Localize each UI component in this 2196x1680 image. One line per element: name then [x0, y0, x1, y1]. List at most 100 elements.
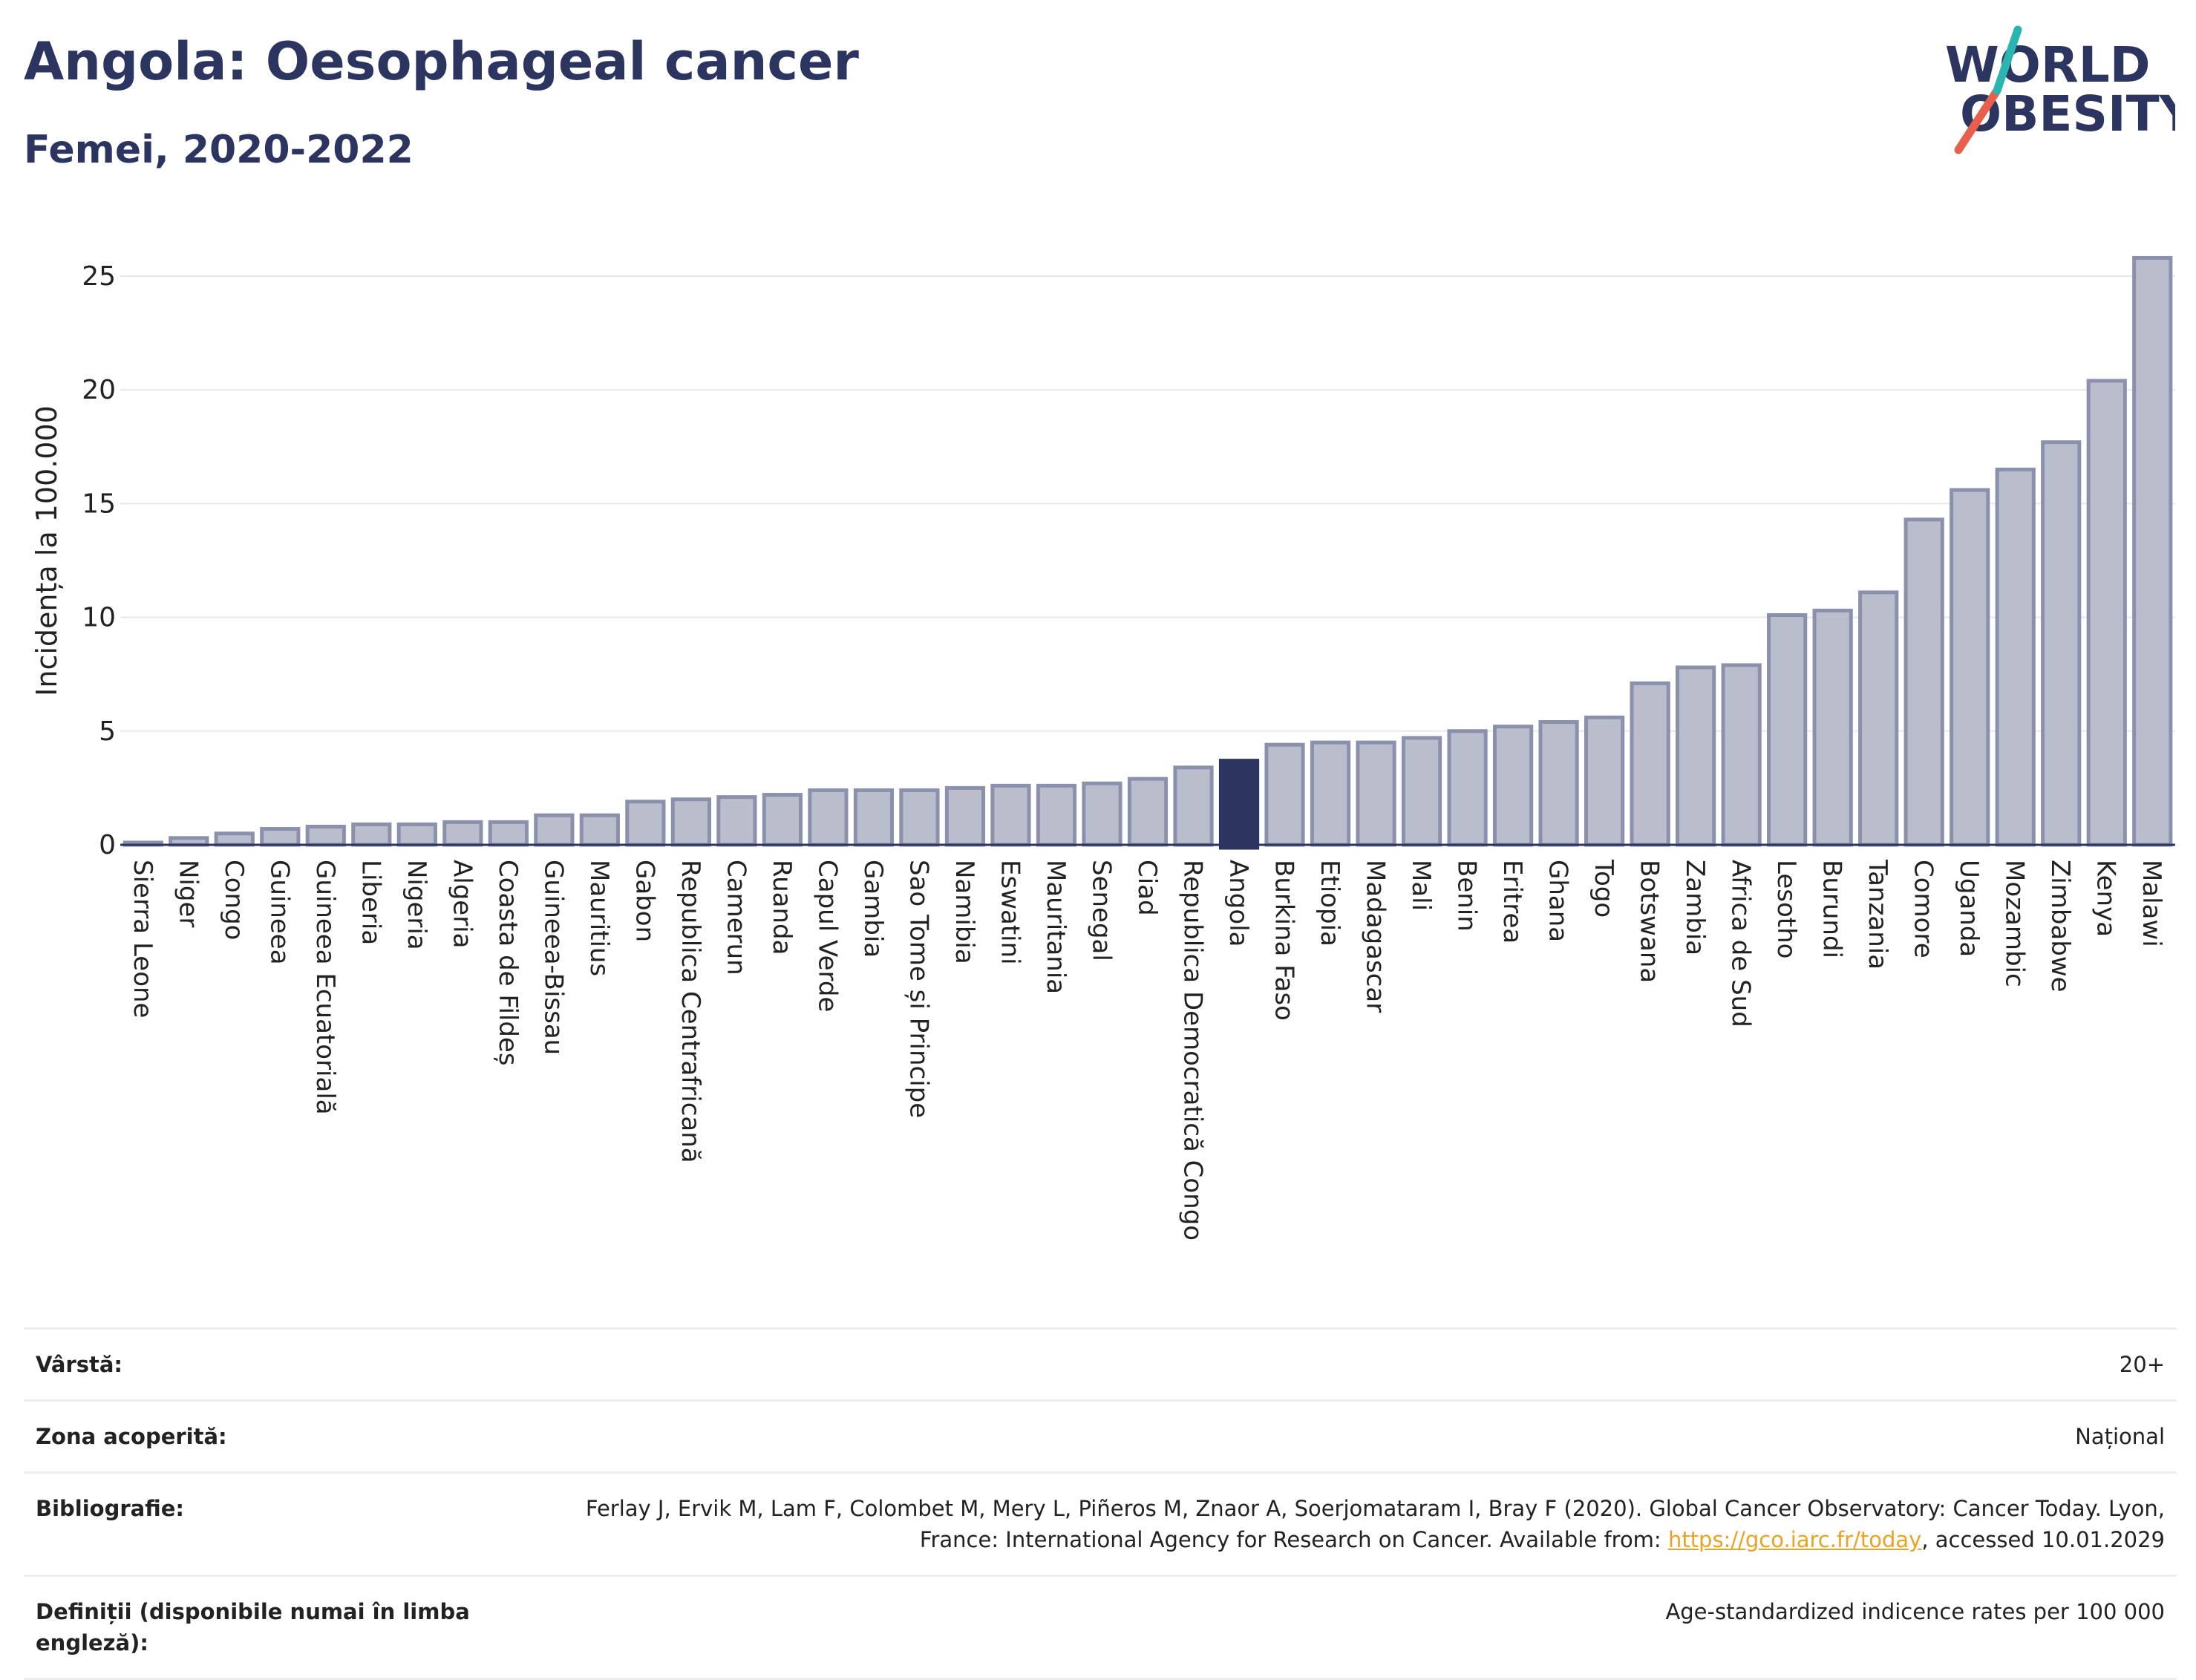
x-tick-label: Republica Centrafricană — [676, 860, 705, 1163]
x-tick-label: Madagascar — [1361, 860, 1391, 1013]
bar-guineea — [260, 827, 301, 847]
bar-camerun — [716, 795, 757, 847]
bar-zimbabwe — [2041, 440, 2082, 847]
bar-madagascar — [1356, 740, 1396, 847]
bar-eswatini — [990, 783, 1031, 847]
y-tick-label: 20 — [82, 375, 116, 405]
bar-mozambic — [1995, 467, 2036, 847]
bar-republica-centrafrican- — [670, 797, 711, 847]
x-tick-label: Mauritania — [1041, 860, 1071, 994]
meta-key: Definiții (disponibile numai în limba en… — [24, 1575, 508, 1680]
x-tick-label: Burkina Faso — [1269, 860, 1299, 1021]
bar-comore — [1903, 517, 1944, 847]
bar-lesotho — [1767, 613, 1808, 847]
meta-value: Ferlay J, Ervik M, Lam F, Colombet M, Me… — [508, 1471, 2177, 1576]
x-tick-label: Zambia — [1680, 860, 1710, 955]
bar-capul-verde — [808, 788, 849, 847]
x-tick-label: Ruanda — [767, 860, 797, 955]
bibliography-text: Ferlay J, Ervik M, Lam F, Colombet M, Me… — [585, 1496, 2165, 1552]
bar-republica-democratic-congo — [1173, 765, 1214, 847]
meta-key: Bibliografie: — [24, 1471, 508, 1576]
bar-ghana — [1538, 720, 1579, 847]
x-tick-label: Niger — [173, 860, 203, 927]
x-tick-label: Burundi — [1817, 860, 1847, 958]
meta-row-age: Vârstă: 20+ — [24, 1327, 2177, 1401]
bar-kenya — [2086, 379, 2127, 847]
x-tick-label: Guineea — [264, 860, 294, 965]
bar-namibia — [944, 785, 986, 847]
x-tick-label: Namibia — [950, 860, 979, 964]
logo-slash-red — [1954, 86, 2001, 154]
x-tick-label: Etiopia — [1315, 860, 1344, 947]
meta-row-definitions: Definiții (disponibile numai în limba en… — [24, 1575, 2177, 1680]
y-tick-label: 0 — [99, 830, 116, 860]
x-tick-label: Algeria — [447, 860, 477, 948]
x-tick-label: Botswana — [1635, 860, 1664, 983]
x-tick-label: Zimbabwe — [2045, 860, 2075, 993]
bar-mali — [1401, 736, 1442, 847]
x-tick-label: Guineea-Bissau — [538, 860, 568, 1055]
x-tick-label: Capul Verde — [812, 860, 842, 1012]
x-tick-label: Mauritius — [584, 860, 614, 976]
x-tick-label: Congo — [219, 860, 249, 940]
x-tick-label: Camerun — [721, 860, 751, 975]
bar-congo — [214, 831, 255, 847]
x-tick-label: Lesotho — [1771, 860, 1801, 958]
bar-ciad — [1127, 777, 1169, 847]
bar-sao-tome-i-principe — [899, 788, 940, 847]
bar-etiopia — [1310, 740, 1351, 847]
bar-mauritius — [579, 813, 620, 847]
bibliography-accessed: , accessed 10.01.2029 — [1921, 1527, 2165, 1552]
x-tick-label: Gabon — [630, 860, 659, 942]
x-tick-label: Angola — [1223, 860, 1253, 947]
meta-key: Zona acoperită: — [24, 1399, 508, 1473]
x-tick-label: Uganda — [1954, 860, 1984, 957]
logo-slash-teal — [1993, 25, 2022, 95]
x-tick-label: Liberia — [356, 860, 385, 945]
y-tick-label: 5 — [99, 716, 116, 747]
x-tick-label: Mali — [1406, 860, 1436, 911]
x-tick-label: Senegal — [1086, 860, 1116, 961]
bar-angola — [1218, 759, 1260, 850]
logo-line1: WORLD — [1945, 36, 2151, 94]
bar-gabon — [625, 800, 666, 847]
chart-subtitle: Femei, 2020-2022 — [24, 128, 414, 172]
x-tick-label: Benin — [1452, 860, 1482, 932]
y-tick-label: 10 — [82, 603, 116, 633]
x-tick-label: Malawi — [2137, 860, 2166, 947]
bar-burundi — [1812, 608, 1853, 847]
x-tick-label: Ciad — [1132, 860, 1162, 916]
x-tick-label: Guineea Ecuatorială — [310, 860, 340, 1115]
bar-burkina-faso — [1264, 742, 1305, 847]
metadata-table: Vârstă: 20+ Zona acoperită: Național Bib… — [24, 1327, 2177, 1680]
x-tick-label: Eritrea — [1497, 860, 1527, 944]
bars — [120, 255, 2175, 850]
source-link[interactable]: https://gco.iarc.fr/today — [1667, 1527, 1922, 1552]
bar-togo — [1584, 715, 1625, 847]
x-tick-label: Sierra Leone — [128, 860, 157, 1018]
y-tick-label: 25 — [82, 261, 116, 292]
bar-algeria — [442, 820, 483, 847]
bar-botswana — [1630, 681, 1670, 847]
bar-malawi — [2132, 255, 2173, 847]
x-tick-label: Nigeria — [402, 860, 431, 950]
y-ticks: 0 5 10 15 20 25 — [82, 261, 116, 860]
meta-value: Național — [508, 1399, 2177, 1473]
bar-tanzania — [1858, 590, 1899, 847]
x-tick-label: Mozambic — [2000, 860, 2030, 987]
bar-ruanda — [762, 793, 803, 847]
bar-guineea-ecuatorial- — [305, 824, 346, 847]
meta-value: 20+ — [508, 1327, 2177, 1401]
bar-zambia — [1676, 665, 1716, 847]
bar-uganda — [1950, 488, 1990, 847]
bar-liberia — [351, 822, 392, 847]
x-tick-label: Africa de Sud — [1726, 860, 1756, 1027]
world-obesity-logo: WORLD OBESITY — [1945, 25, 2175, 154]
meta-value: Age-standardized indicence rates per 100… — [508, 1575, 2177, 1680]
bar-mauritania — [1036, 783, 1077, 847]
x-tick-label: Togo — [1589, 859, 1618, 918]
bar-africa-de-sud — [1721, 663, 1762, 847]
x-tick-label: Coasta de Fildeș — [493, 860, 523, 1066]
y-tick-label: 15 — [82, 488, 116, 519]
x-tick-label: Sao Tome și Principe — [903, 860, 933, 1118]
